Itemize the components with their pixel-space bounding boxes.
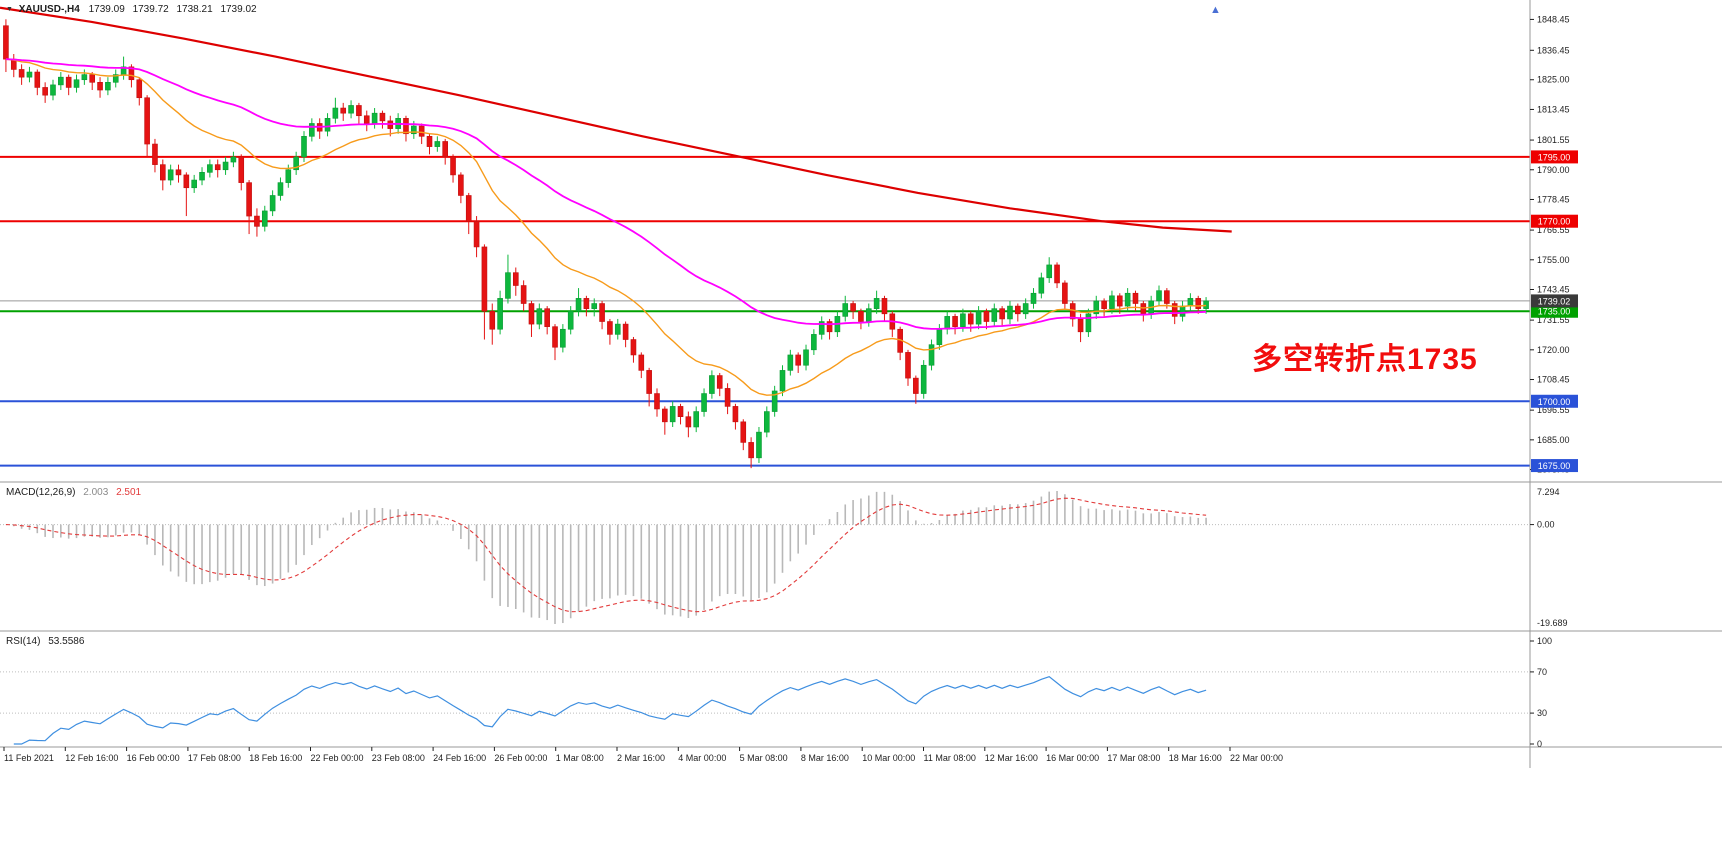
- macd-label: MACD(12,26,9) 2.003 2.501: [6, 487, 146, 498]
- ohlc-open: 1739.09: [88, 4, 125, 15]
- svg-text:1836.45: 1836.45: [1537, 45, 1570, 55]
- svg-text:16 Feb 00:00: 16 Feb 00:00: [127, 753, 180, 763]
- svg-text:8 Mar 16:00: 8 Mar 16:00: [801, 753, 849, 763]
- svg-text:70: 70: [1537, 667, 1547, 677]
- price-badge-1675.00: [1531, 459, 1578, 473]
- macd-name: MACD(12,26,9): [6, 487, 76, 498]
- svg-text:30: 30: [1537, 708, 1547, 718]
- svg-text:1720.00: 1720.00: [1537, 345, 1570, 355]
- macd-panel[interactable]: 7.294 0.00 -19.689: [0, 487, 1568, 628]
- price-scale[interactable]: 1848.45 1836.45 1825.00 1813.45 1801.55 1790.…: [1530, 14, 1578, 475]
- symbol-label: XAUUSD-,H4: [18, 4, 80, 15]
- macd-signal-value: 2.501: [116, 487, 142, 498]
- svg-text:12 Mar 16:00: 12 Mar 16:00: [985, 753, 1038, 763]
- rsi-label: RSI(14) 53.5586: [6, 636, 89, 647]
- svg-text:22 Feb 00:00: 22 Feb 00:00: [311, 753, 364, 763]
- svg-text:1731.55: 1731.55: [1537, 315, 1570, 325]
- svg-text:10 Mar 00:00: 10 Mar 00:00: [862, 753, 915, 763]
- macd-signal-line: [5, 497, 1207, 613]
- svg-text:1825.00: 1825.00: [1537, 75, 1570, 85]
- svg-text:24 Feb 16:00: 24 Feb 16:00: [433, 753, 486, 763]
- svg-text:1 Mar 08:00: 1 Mar 08:00: [556, 753, 604, 763]
- ohlc-high: 1739.72: [132, 4, 169, 15]
- svg-text:18 Mar 16:00: 18 Mar 16:00: [1169, 753, 1222, 763]
- svg-text:23 Feb 08:00: 23 Feb 08:00: [372, 753, 425, 763]
- time-scale[interactable]: 11 Feb 2021 12 Feb 16:00 16 Feb 00:00 17 Fe…: [3, 747, 1283, 763]
- svg-text:1675.00: 1675.00: [1538, 461, 1571, 471]
- rsi-value: 53.5586: [48, 636, 85, 647]
- svg-text:26 Feb 00:00: 26 Feb 00:00: [494, 753, 547, 763]
- svg-text:5 Mar 08:00: 5 Mar 08:00: [740, 753, 788, 763]
- svg-text:-19.689: -19.689: [1537, 618, 1568, 628]
- ohlc-close: 1739.02: [220, 4, 257, 15]
- svg-text:1795.00: 1795.00: [1538, 152, 1571, 162]
- ma-long-line: [0, 6, 1232, 233]
- svg-text:1813.45: 1813.45: [1537, 104, 1570, 114]
- svg-text:1755.00: 1755.00: [1537, 255, 1570, 265]
- main-chart-area[interactable]: [0, 6, 1530, 469]
- svg-text:17 Mar 08:00: 17 Mar 08:00: [1107, 753, 1160, 763]
- price-badge-1700.00: [1531, 394, 1578, 408]
- svg-text:1696.55: 1696.55: [1537, 405, 1570, 415]
- turning-point-annotation: 多空转折点1735: [1252, 343, 1478, 376]
- svg-text:11 Feb 2021: 11 Feb 2021: [4, 753, 54, 763]
- svg-text:1778.45: 1778.45: [1537, 194, 1570, 204]
- svg-text:16 Mar 00:00: 16 Mar 00:00: [1046, 753, 1099, 763]
- svg-text:4 Mar 00:00: 4 Mar 00:00: [678, 753, 726, 763]
- rsi-panel[interactable]: 100 70 30 0: [0, 636, 1552, 749]
- svg-text:18 Feb 16:00: 18 Feb 16:00: [249, 753, 302, 763]
- chart-menu-icon[interactable]: ▼: [6, 6, 13, 13]
- svg-text:7.294: 7.294: [1537, 487, 1560, 497]
- svg-text:100: 100: [1537, 636, 1552, 646]
- svg-text:12 Feb 16:00: 12 Feb 16:00: [65, 753, 118, 763]
- svg-text:22 Mar 00:00: 22 Mar 00:00: [1230, 753, 1283, 763]
- svg-text:2 Mar 16:00: 2 Mar 16:00: [617, 753, 665, 763]
- price-badge-1795.00: [1531, 150, 1578, 164]
- svg-text:1801.55: 1801.55: [1537, 135, 1570, 145]
- svg-text:11 Mar 08:00: 11 Mar 08:00: [924, 753, 976, 763]
- svg-text:1700.00: 1700.00: [1538, 397, 1571, 407]
- rsi-line: [13, 676, 1207, 745]
- svg-text:1735.00: 1735.00: [1538, 307, 1571, 317]
- ohlc-low: 1738.21: [176, 4, 213, 15]
- ma-slow-line: [5, 58, 1207, 330]
- chart-shift-marker-icon[interactable]: ▲: [1210, 4, 1221, 16]
- svg-text:0.00: 0.00: [1537, 520, 1555, 530]
- price-badge-1735.00: [1531, 304, 1578, 318]
- svg-text:17 Feb 08:00: 17 Feb 08:00: [188, 753, 241, 763]
- svg-text:1790.00: 1790.00: [1537, 165, 1570, 175]
- rsi-name: RSI(14): [6, 636, 41, 647]
- price-badge-1739.02: [1531, 294, 1578, 308]
- ma-fast-line: [5, 58, 1207, 396]
- svg-text:0: 0: [1537, 739, 1542, 749]
- svg-text:1739.02: 1739.02: [1538, 296, 1571, 306]
- macd-main-value: 2.003: [83, 487, 109, 498]
- price-badge-1770.00: [1531, 214, 1578, 228]
- svg-text:1770.00: 1770.00: [1538, 217, 1571, 227]
- symbol-header: ▼ XAUUSD-,H4 1739.09 1739.72 1738.21 173…: [6, 4, 262, 15]
- svg-text:1685.00: 1685.00: [1537, 435, 1570, 445]
- svg-text:1848.45: 1848.45: [1537, 14, 1570, 24]
- svg-text:1708.45: 1708.45: [1537, 375, 1570, 385]
- svg-text:1766.55: 1766.55: [1537, 225, 1570, 235]
- svg-text:1743.45: 1743.45: [1537, 285, 1570, 295]
